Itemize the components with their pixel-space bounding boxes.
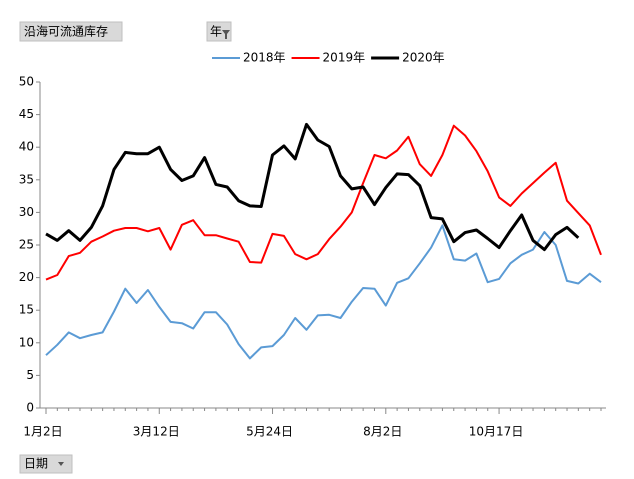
legend-field-label: 年 [210, 25, 222, 39]
legend-label: 2019年 [323, 51, 366, 65]
series-line [45, 122, 580, 252]
series-line [45, 124, 602, 281]
x-tick-label: 10月17日 [469, 425, 524, 439]
y-tick-label: 45 [19, 107, 34, 121]
y-tick-label: 10 [19, 335, 34, 349]
y-tick-label: 5 [26, 368, 34, 382]
value-field-button[interactable] [19, 21, 123, 42]
y-tick-label: 40 [19, 140, 34, 154]
x-tick-label: 8月2日 [363, 425, 402, 439]
x-tick-label: 1月2日 [23, 425, 62, 439]
y-tick-label: 50 [19, 75, 34, 89]
x-tick-label: 3月12日 [133, 425, 180, 439]
axis-field-button[interactable] [19, 454, 73, 474]
axis-field-label: 日期 [24, 457, 48, 471]
y-tick-label: 25 [19, 238, 34, 252]
legend-label: 2018年 [243, 51, 286, 65]
dropdown-icon [58, 462, 64, 466]
y-tick-label: 30 [19, 205, 34, 219]
x-tick-label: 5月24日 [246, 425, 293, 439]
y-tick-label: 20 [19, 270, 34, 284]
y-tick-label: 15 [19, 303, 34, 317]
y-tick-label: 35 [19, 172, 34, 186]
value-field-label: 沿海可流通库存 [24, 24, 108, 39]
filter-icon [222, 30, 230, 39]
y-tick-label: 0 [26, 401, 34, 415]
legend-label: 2020年 [402, 51, 445, 65]
series-line [45, 224, 602, 360]
